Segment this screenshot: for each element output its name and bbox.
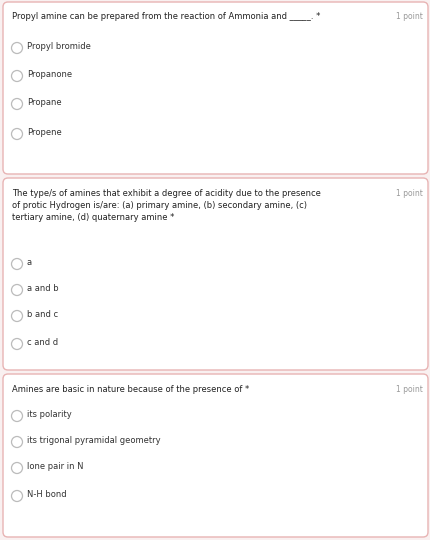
Circle shape [12, 310, 22, 321]
Circle shape [12, 339, 22, 349]
Circle shape [12, 71, 22, 82]
Text: 1 point: 1 point [395, 189, 422, 198]
Text: lone pair in N: lone pair in N [27, 462, 83, 471]
Text: b and c: b and c [27, 310, 58, 319]
Text: a: a [27, 258, 32, 267]
Text: 1 point: 1 point [395, 12, 422, 21]
Text: Propyl bromide: Propyl bromide [27, 42, 91, 51]
Text: Propanone: Propanone [27, 70, 72, 79]
Circle shape [12, 98, 22, 110]
Circle shape [12, 285, 22, 295]
Text: N-H bond: N-H bond [27, 490, 67, 499]
Text: its trigonal pyramidal geometry: its trigonal pyramidal geometry [27, 436, 160, 445]
Text: 1 point: 1 point [395, 385, 422, 394]
Circle shape [12, 436, 22, 448]
Circle shape [12, 490, 22, 502]
FancyBboxPatch shape [3, 374, 427, 537]
Text: a and b: a and b [27, 284, 58, 293]
Text: Propane: Propane [27, 98, 61, 107]
Circle shape [12, 43, 22, 53]
FancyBboxPatch shape [3, 2, 427, 174]
Circle shape [12, 129, 22, 139]
Text: Propene: Propene [27, 128, 61, 137]
FancyBboxPatch shape [3, 178, 427, 370]
Text: The type/s of amines that exhibit a degree of acidity due to the presence
of pro: The type/s of amines that exhibit a degr… [12, 189, 320, 221]
Circle shape [12, 259, 22, 269]
Text: Amines are basic in nature because of the presence of *: Amines are basic in nature because of th… [12, 385, 249, 394]
Circle shape [12, 462, 22, 474]
Circle shape [12, 410, 22, 422]
Text: Propyl amine can be prepared from the reaction of Ammonia and _____. *: Propyl amine can be prepared from the re… [12, 12, 319, 21]
Text: its polarity: its polarity [27, 410, 71, 419]
Text: c and d: c and d [27, 338, 58, 347]
